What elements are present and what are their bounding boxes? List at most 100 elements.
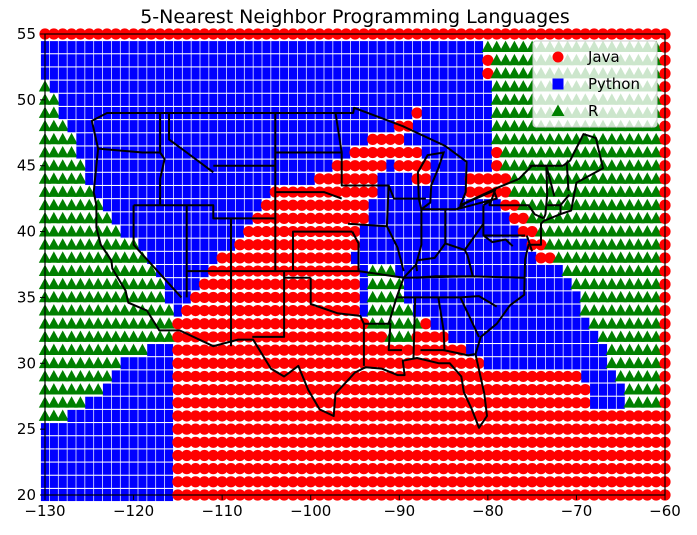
python-point — [439, 212, 448, 225]
java-point — [349, 212, 361, 224]
python-point — [138, 423, 147, 436]
python-point — [430, 41, 439, 54]
r-point — [649, 225, 663, 237]
python-point — [102, 67, 112, 80]
python-point — [191, 225, 200, 238]
python-point — [271, 80, 280, 93]
java-point — [579, 463, 591, 475]
python-point — [235, 133, 244, 146]
python-point — [404, 106, 413, 120]
java-point — [278, 436, 290, 448]
python-point — [111, 54, 120, 67]
java-point — [491, 146, 503, 159]
python-point — [164, 357, 174, 370]
python-point — [182, 172, 191, 185]
python-point — [430, 93, 439, 106]
python-point — [244, 67, 253, 80]
python-point — [156, 80, 165, 93]
r-point — [109, 330, 123, 342]
java-point — [349, 146, 361, 159]
java-point — [455, 463, 467, 475]
r-point — [136, 330, 149, 342]
java-point — [375, 423, 388, 435]
python-point — [262, 80, 271, 93]
java-point — [411, 384, 423, 396]
python-point — [94, 172, 103, 185]
python-point — [129, 436, 138, 449]
r-point — [109, 356, 123, 369]
python-point — [182, 159, 191, 172]
python-point — [173, 304, 182, 317]
python-point — [448, 41, 457, 54]
java-point — [269, 449, 281, 462]
r-point — [525, 132, 539, 145]
python-point — [359, 106, 368, 120]
java-point — [225, 436, 237, 448]
python-point — [49, 449, 58, 462]
java-point — [172, 357, 184, 369]
python-point — [147, 133, 156, 146]
java-point — [287, 476, 299, 488]
python-point — [359, 41, 368, 54]
java-point — [367, 397, 379, 409]
python-point — [421, 146, 430, 159]
python-point — [244, 93, 253, 106]
java-point — [340, 239, 352, 251]
java-point — [305, 252, 317, 264]
java-point — [260, 305, 273, 317]
r-point — [91, 330, 105, 342]
java-point — [570, 476, 583, 488]
java-point — [181, 476, 193, 488]
java-point — [172, 318, 184, 330]
r-point — [623, 343, 636, 355]
python-point — [129, 67, 138, 80]
python-point — [111, 146, 120, 159]
java-point — [322, 370, 335, 383]
python-point — [297, 120, 306, 133]
r-point — [623, 317, 636, 329]
python-point — [120, 370, 129, 383]
r-point — [570, 264, 583, 276]
python-point — [218, 93, 227, 106]
java-point — [296, 331, 308, 343]
java-point — [517, 463, 529, 475]
java-point — [446, 423, 459, 435]
python-point — [164, 212, 174, 225]
python-point — [554, 330, 563, 344]
python-point — [156, 159, 165, 172]
r-point — [623, 172, 636, 184]
python-point — [598, 396, 608, 409]
python-point — [173, 212, 182, 225]
java-point — [464, 357, 476, 369]
python-point — [288, 67, 298, 80]
python-point — [474, 67, 484, 80]
r-point — [127, 264, 140, 276]
python-point — [333, 67, 342, 80]
java-point — [251, 278, 264, 290]
python-point — [138, 370, 147, 383]
python-point — [147, 41, 156, 54]
python-point — [156, 225, 165, 238]
r-point — [153, 290, 167, 303]
java-point — [526, 370, 538, 383]
python-point — [280, 54, 289, 67]
r-point — [605, 343, 619, 355]
r-point — [83, 238, 96, 250]
python-point — [94, 41, 103, 54]
python-point — [448, 317, 457, 330]
python-point — [200, 67, 209, 80]
r-point — [570, 225, 583, 237]
java-point — [225, 410, 237, 422]
java-point — [375, 146, 388, 159]
python-point — [554, 304, 563, 317]
java-point — [429, 410, 441, 422]
java-point — [367, 331, 379, 343]
r-point — [649, 238, 663, 250]
java-point — [570, 384, 583, 396]
r-point — [100, 277, 114, 290]
java-point — [349, 160, 361, 172]
java-point — [358, 463, 370, 475]
java-point — [491, 173, 503, 185]
java-point — [181, 384, 193, 396]
r-point — [623, 277, 636, 290]
